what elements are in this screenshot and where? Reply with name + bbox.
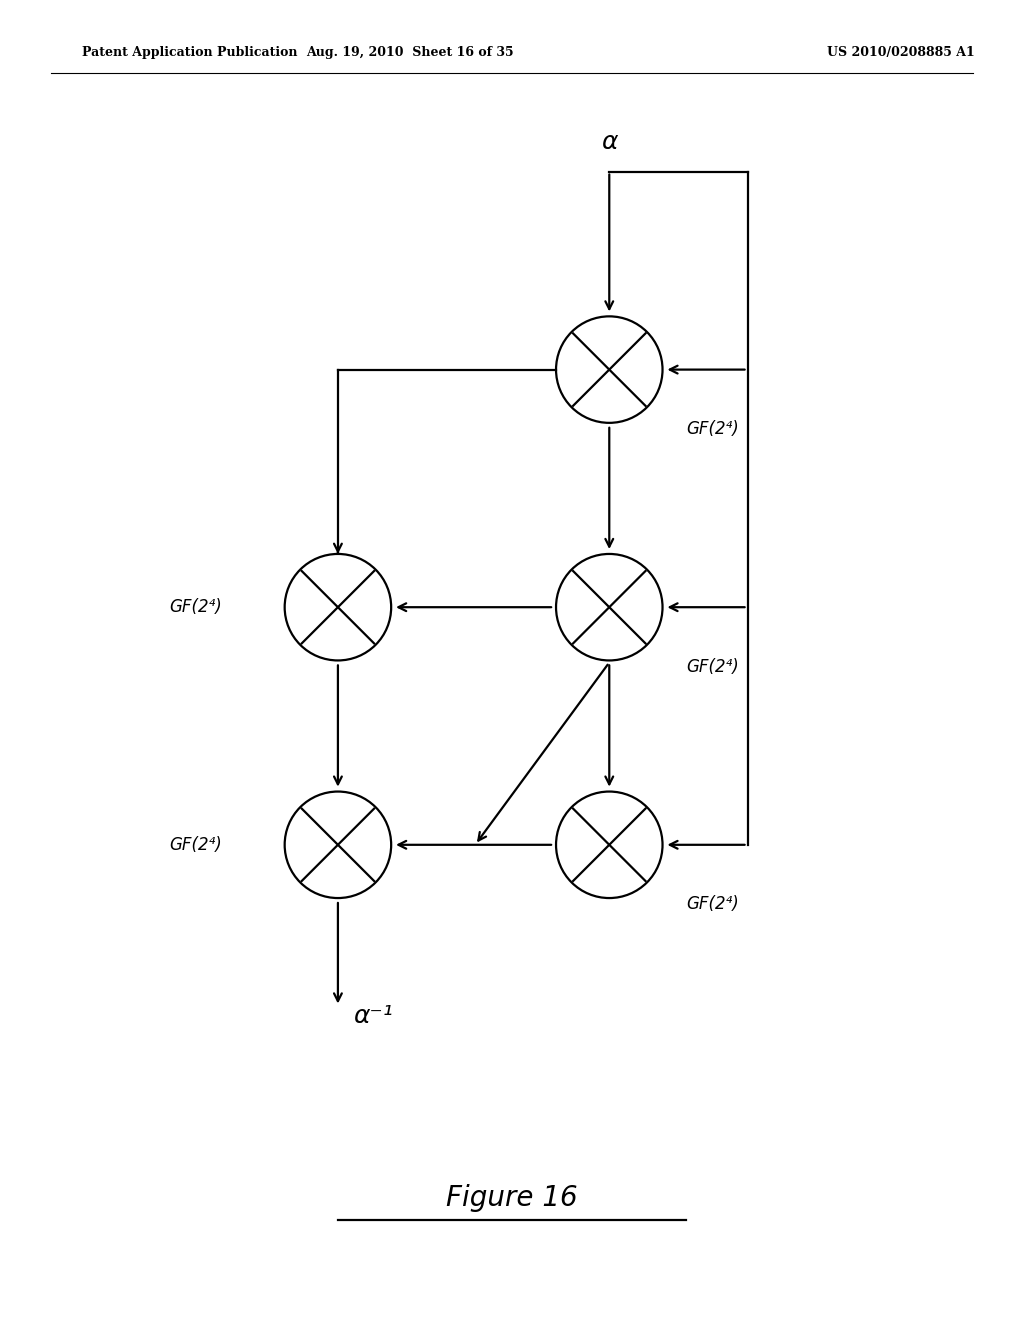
Text: α⁻¹: α⁻¹ (353, 1005, 392, 1028)
Text: Patent Application Publication: Patent Application Publication (82, 46, 297, 59)
Text: Figure 16: Figure 16 (446, 1184, 578, 1212)
Text: GF(2⁴): GF(2⁴) (686, 420, 739, 438)
Text: Aug. 19, 2010  Sheet 16 of 35: Aug. 19, 2010 Sheet 16 of 35 (306, 46, 513, 59)
Text: GF(2⁴): GF(2⁴) (686, 895, 739, 913)
Text: US 2010/0208885 A1: US 2010/0208885 A1 (827, 46, 975, 59)
Text: GF(2⁴): GF(2⁴) (169, 836, 222, 854)
Text: GF(2⁴): GF(2⁴) (169, 598, 222, 616)
Text: α: α (601, 129, 617, 153)
Text: GF(2⁴): GF(2⁴) (686, 657, 739, 676)
